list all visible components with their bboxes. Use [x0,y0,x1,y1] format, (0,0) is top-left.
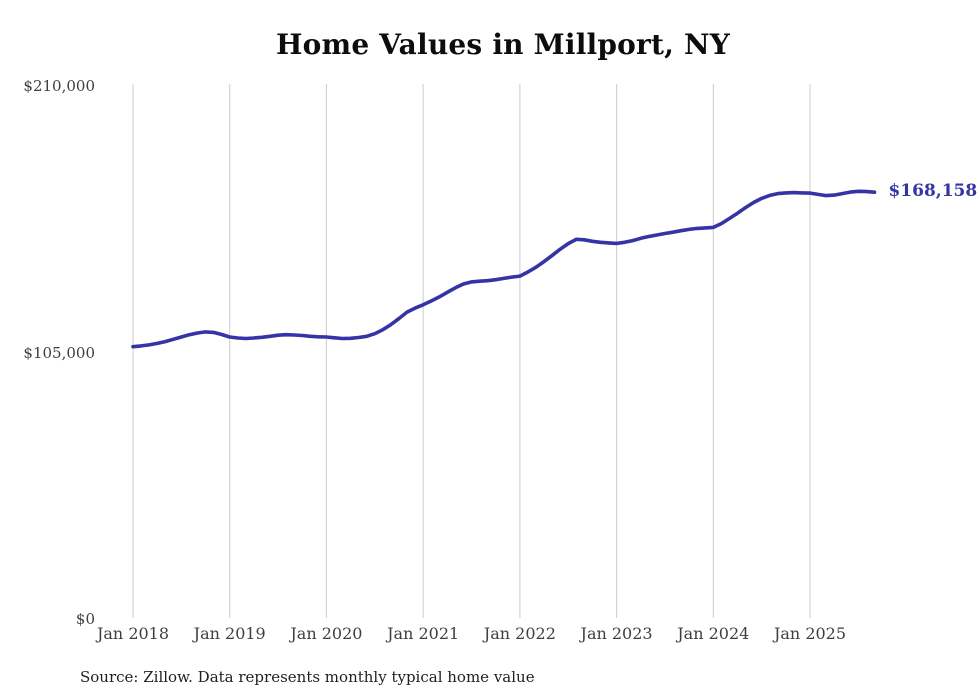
x-tick-label: Jan 2022 [483,624,556,643]
y-tick-label: $210,000 [23,77,95,95]
x-tick-label: Jan 2019 [193,624,266,643]
trend-line [131,189,877,349]
x-tick-label: Jan 2024 [677,624,750,643]
source-note: Source: Zillow. Data represents monthly … [80,668,535,686]
x-tick-label: Jan 2020 [290,624,363,643]
x-tick-label: Jan 2021 [387,624,460,643]
x-tick-label: Jan 2025 [773,624,847,643]
value-end-label: $168,158 [888,181,978,202]
chart-title: Home Values in Millport, NY [275,28,730,61]
x-tick-label: Jan 2023 [580,624,653,643]
x-tick-label: Jan 2018 [96,624,170,643]
y-tick-label: $105,000 [23,343,95,362]
y-tick-label: $0 [75,610,95,628]
